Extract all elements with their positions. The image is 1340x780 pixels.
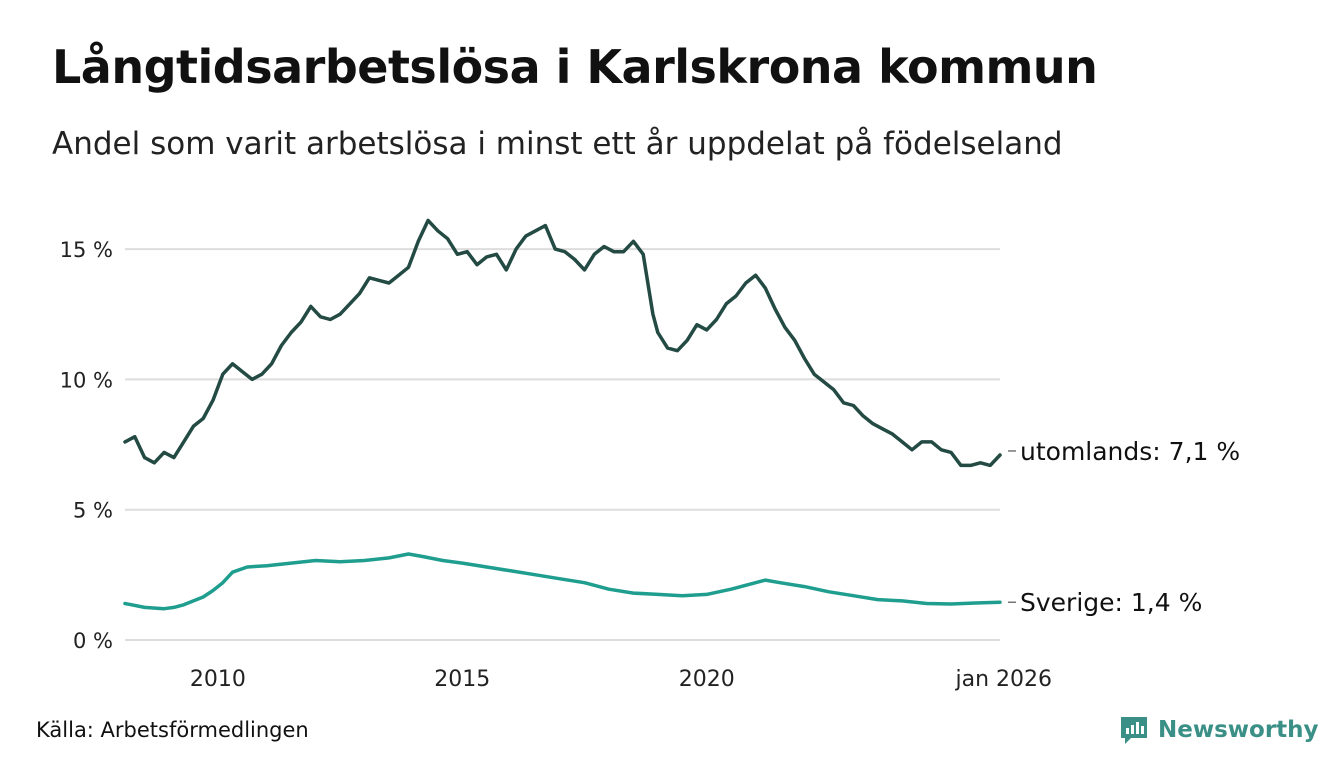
- y-tick-label: 0 %: [73, 629, 113, 653]
- source-note: Källa: Arbetsförmedlingen: [36, 718, 309, 742]
- y-tick-label: 10 %: [60, 368, 113, 392]
- series-line-sverige: [123, 552, 1002, 611]
- x-tick-label: 2020: [679, 667, 735, 692]
- newsworthy-icon: [1121, 717, 1147, 744]
- end-label-sverige: Sverige: 1,4 %: [1020, 588, 1202, 617]
- y-tick-label: 15 %: [60, 238, 113, 262]
- x-tick-label: 2010: [190, 667, 246, 692]
- chart-title: Långtidsarbetslösa i Karlskrona kommun: [52, 40, 1098, 94]
- end-label-utomlands: utomlands: 7,1 %: [1020, 437, 1240, 466]
- line-chart: 0 % 5 % 10 % 15 % 2010 2015 2020 jan 2026 utomla…: [60, 218, 1240, 692]
- brand-logo: Newsworthy: [1118, 714, 1319, 746]
- chart-subtitle: Andel som varit arbetslösa i minst ett å…: [52, 126, 1063, 162]
- y-tick-label: 5 %: [73, 499, 113, 523]
- series-line-utomlands: [123, 218, 1002, 468]
- x-tick-label: 2015: [434, 667, 490, 692]
- x-tick-label: jan 2026: [954, 667, 1052, 692]
- brand-name: Newsworthy: [1158, 717, 1319, 743]
